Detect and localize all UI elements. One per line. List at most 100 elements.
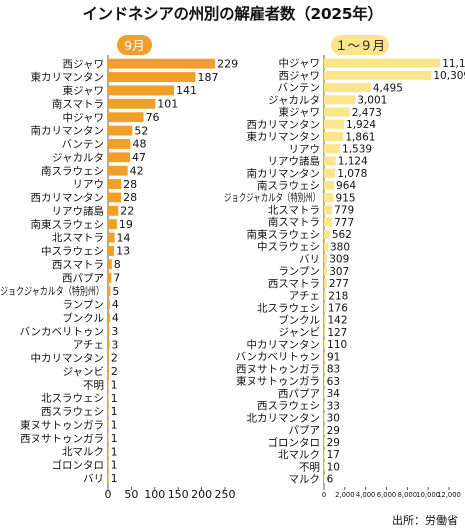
left-bar [108,138,131,149]
right-bar [324,254,328,264]
right-x-tick-label: 0 [322,491,326,499]
left-value-label: 1 [111,392,118,405]
left-value-label: 48 [132,138,146,151]
right-value-label: 142 [327,315,347,327]
left-value-label: 1 [111,432,118,445]
right-category-label: 中カリマンタン [247,338,321,351]
right-value-label: 562 [332,229,352,241]
right-category-label: 北マルク [278,449,320,461]
left-bar [108,205,119,216]
left-bar [108,58,216,69]
right-category-label: 西カリマンタン [247,119,321,131]
left-category-label: 西スマトラ [52,259,104,271]
left-value-label: 1 [111,378,118,391]
left-value-label: 1 [111,405,118,418]
left-category-label: ジャカルタ [52,152,104,164]
right-bar [324,107,350,117]
left-period-label: 9月 [124,38,144,53]
left-category-label: 西ジャワ [63,58,104,70]
right-value-label: 3,001 [357,95,387,107]
right-category-label: リアウ [289,143,321,155]
right-bar [324,168,336,178]
left-value-label: 1 [111,459,118,472]
left-category-label: 北スマトラ [52,232,104,244]
left-period-pill [117,35,152,55]
right-category-label: 南スマトラ [268,216,320,229]
left-x-tick-label: 150 [168,488,189,501]
right-value-label: 779 [334,205,354,217]
right-value-label: 1,124 [338,156,368,168]
chart-title: インドネシアの州別の解雇者数（2025年） [82,5,383,23]
left-bar [108,125,133,136]
left-category-label: 東カリマンタン [31,71,105,84]
left-category-label: 西ヌサトゥンガラ [20,433,104,445]
left-bar [108,112,144,123]
right-category-label: ジャカルタ [268,94,320,106]
left-category-label: ブンクル [62,311,104,324]
right-category-label: アチェ [289,290,320,302]
right-category-label: 西ジャワ [279,70,320,82]
right-x-tick-label: 10,000 [416,491,440,499]
left-category-label: 西カリマンタン [31,192,105,204]
left-x-tick-label: 50 [124,488,138,501]
right-x-tick-label: 12,000 [437,491,461,499]
right-bar [324,339,326,349]
left-category-label: 中スラウェシ [41,245,104,258]
right-category-label: リアウ諸島 [268,155,321,168]
left-category-label: 中カリマンタン [31,352,105,365]
left-value-label: 4 [112,312,119,325]
right-bar [324,388,325,398]
left-value-label: 3 [111,325,118,338]
right-category-label: 中スラウェシ [257,240,320,253]
right-bar [324,229,330,239]
left-category-label: 南東スラウェシ [31,218,105,231]
left-value-label: 7 [113,271,120,284]
left-value-label: 1 [111,419,118,432]
right-x-tick-label: 6,000 [377,491,396,499]
left-category-label: バンテン [61,139,104,151]
left-value-label: 8 [114,258,121,271]
right-category-label: ジャンビ [279,327,320,339]
left-bar [108,272,112,283]
left-category-label: バンカベリトゥン [19,326,104,338]
right-value-label: 10,309 [433,70,465,82]
right-category-label: バンカベリトゥン [235,351,320,363]
right-bar [324,217,333,227]
right-bar [324,413,325,423]
left-bar [108,72,196,83]
right-category-label: ランプン [278,266,320,278]
left-category-label: 南スマトラ [52,97,104,110]
right-value-label: 964 [336,180,356,192]
left-bar [108,419,109,430]
right-category-label: 南東スラウェシ [247,228,321,241]
left-value-label: 47 [132,151,146,164]
right-value-label: 4,495 [373,82,403,94]
left-bar [108,179,122,190]
right-bar [324,364,325,374]
left-bar [108,98,156,109]
left-value-label: 13 [116,245,130,258]
right-value-label: 10 [327,461,340,473]
left-value-label: 42 [130,164,144,177]
right-category-label: ブンクル [278,314,320,327]
right-period-label: １～９月 [335,38,385,53]
right-bar [324,303,326,313]
right-bar [324,278,327,288]
right-value-label: 83 [327,364,340,376]
right-value-label: 277 [329,278,349,290]
right-bar [324,144,341,154]
left-value-label: 28 [123,191,137,204]
left-category-label: ランプン [62,299,104,311]
left-category-label: 西スラウェシ [41,406,104,418]
left-bar [108,299,110,310]
right-x-tick-label: 4,000 [356,491,375,499]
left-value-label: 14 [117,231,131,244]
right-value-label: 1,861 [345,131,375,143]
left-bar [108,406,109,417]
right-value-label: 127 [327,327,347,339]
left-category-label: 南カリマンタン [31,124,105,137]
left-bar [108,379,109,390]
right-value-label: 6 [327,474,334,486]
left-bar [108,326,110,337]
right-value-label: 915 [336,192,356,204]
